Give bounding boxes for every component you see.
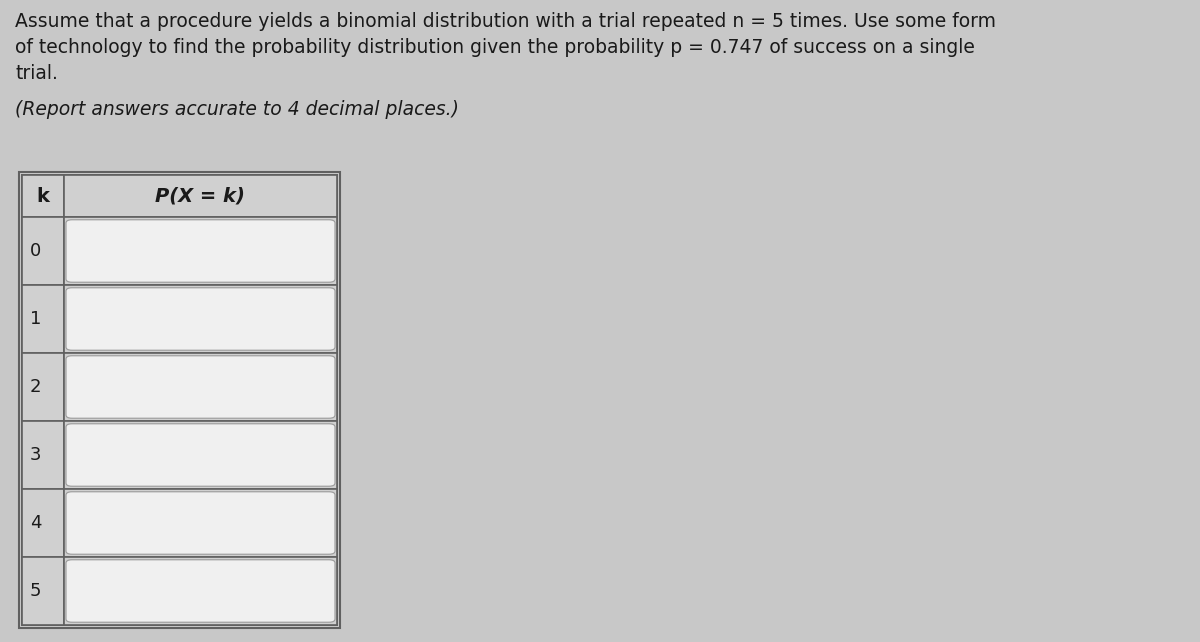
Text: 0: 0 xyxy=(30,242,41,260)
Text: trial.: trial. xyxy=(14,64,58,83)
Text: of technology to find the probability distribution given the probability p = 0.7: of technology to find the probability di… xyxy=(14,38,974,57)
Text: 1: 1 xyxy=(30,310,41,328)
Text: k: k xyxy=(36,186,49,205)
Text: P(X = k): P(X = k) xyxy=(155,186,245,205)
Text: (Report answers accurate to 4 decimal places.): (Report answers accurate to 4 decimal pl… xyxy=(14,100,458,119)
Text: 3: 3 xyxy=(30,446,42,464)
Text: 2: 2 xyxy=(30,378,42,396)
Text: 5: 5 xyxy=(30,582,42,600)
Text: 4: 4 xyxy=(30,514,42,532)
Text: Assume that a procedure yields a binomial distribution with a trial repeated n =: Assume that a procedure yields a binomia… xyxy=(14,12,996,31)
